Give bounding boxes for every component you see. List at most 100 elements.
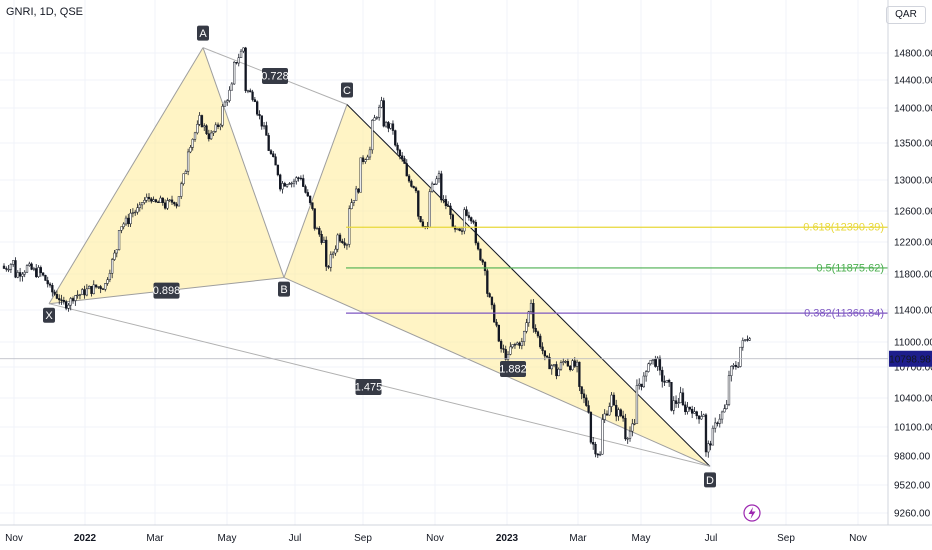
candle-body [509, 346, 512, 355]
candle-body [479, 248, 482, 261]
candle-body [157, 201, 160, 203]
candle-body [32, 268, 36, 270]
candle-body [626, 438, 629, 440]
candle-body [739, 346, 742, 367]
candle-body [437, 173, 441, 180]
candle-body [534, 327, 537, 332]
candle-body [265, 125, 268, 136]
point-label-d: D [706, 475, 714, 487]
candle-body [246, 90, 250, 92]
y-tick-label: 13000.00 [894, 176, 932, 187]
candle-body [235, 62, 238, 64]
candle-body [401, 155, 404, 159]
candle-body [186, 151, 190, 172]
candle-body [483, 261, 487, 272]
candle-body [23, 271, 26, 275]
candle-body [16, 272, 19, 278]
last-price-label: 10798.98 [889, 354, 931, 365]
candle-body [564, 361, 567, 363]
candle-body [543, 350, 547, 357]
last-price-badge [889, 350, 932, 367]
candle-body [702, 414, 705, 417]
candle-body [163, 202, 167, 209]
candle-body [691, 408, 694, 414]
x-tick-label: 2022 [74, 533, 97, 544]
candle-body [679, 392, 682, 403]
candle-body [598, 453, 602, 456]
candle-body [686, 406, 689, 413]
candle-body [709, 443, 712, 446]
candle-body [25, 265, 29, 273]
candle-body [272, 153, 275, 158]
ratio-label-bg [262, 68, 288, 85]
candle-body [552, 364, 556, 366]
candle-body [486, 270, 489, 294]
ratio-labels: 0.728 0.898 1.475 1.882 [153, 68, 527, 396]
candle-body [451, 214, 454, 227]
candle-body [159, 197, 162, 203]
currency-button[interactable]: QAR [886, 6, 926, 24]
candle-body [608, 406, 611, 416]
candle-body [569, 365, 572, 371]
candle-body [619, 409, 622, 417]
candle-body [221, 105, 224, 126]
candle-body [88, 286, 91, 290]
candle-body [633, 423, 636, 425]
price-axis[interactable]: 14800.00 14400.00 14000.00 13500.00 13000.00… [887, 0, 932, 525]
candle-body [214, 124, 217, 132]
candle-body [28, 263, 31, 266]
candle-body [394, 130, 397, 146]
candle-body [707, 443, 710, 453]
candle-body [704, 414, 708, 453]
candle-body [421, 221, 425, 227]
candle-body [407, 175, 411, 182]
candle-body [463, 209, 466, 232]
candle-body [7, 268, 10, 271]
candle-body [693, 411, 696, 414]
candle-body [209, 132, 213, 140]
candle-body [435, 178, 438, 185]
x-tick-label: Mar [569, 533, 587, 544]
candle-body [292, 180, 296, 184]
candle-body [85, 288, 89, 296]
candle-body [732, 364, 735, 367]
candle-body [746, 339, 749, 341]
candle-body [414, 187, 418, 192]
candle-body [730, 366, 733, 376]
candle-body [700, 416, 703, 420]
candle-body [442, 199, 445, 201]
candle-body [490, 296, 494, 306]
candle-body [419, 216, 422, 223]
candle-body [527, 311, 530, 324]
x-tick-label: Nov [5, 533, 23, 544]
candle-body [30, 263, 33, 270]
candle-body [603, 413, 606, 420]
y-tick-label: 12600.00 [894, 207, 932, 218]
candle-body [302, 178, 305, 187]
candle-body [433, 183, 436, 185]
candle-body [499, 340, 503, 349]
candle-body [115, 249, 118, 254]
candle-body [44, 274, 47, 281]
y-tick-label: 12200.00 [894, 238, 932, 249]
y-tick-label: 11400.00 [894, 306, 932, 317]
candle-body [384, 122, 388, 127]
candle-body [64, 301, 68, 309]
candle-body [743, 339, 747, 341]
candle-body [97, 286, 100, 288]
candle-body [21, 273, 24, 277]
candle-body [585, 397, 588, 406]
candle-body [520, 341, 523, 346]
candle-body [677, 402, 680, 404]
candle-body [207, 133, 210, 140]
candle-body [518, 342, 521, 346]
candle-body [12, 260, 15, 265]
candle-body [557, 368, 560, 377]
fib-label: 0.618(12390.39) [803, 222, 884, 234]
candle-body [53, 291, 56, 295]
lightning-icon[interactable] [743, 504, 761, 522]
candle-body [536, 331, 540, 337]
candle-body [357, 188, 360, 193]
time-axis[interactable]: Nov 2022 Mar May Jul Sep Nov 2023 Mar May Jul Sep No… [0, 524, 932, 544]
